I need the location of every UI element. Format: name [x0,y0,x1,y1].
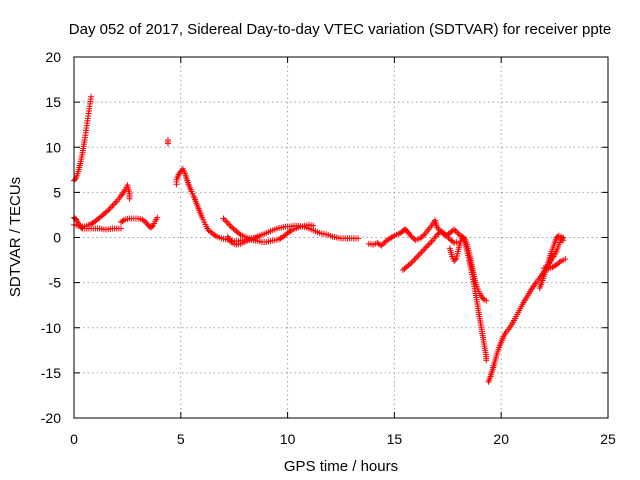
data-point [562,256,569,263]
data-point [483,357,490,364]
series-end-b [540,256,569,273]
series-mid-b [220,215,317,246]
data-point [556,259,563,266]
data-point [258,231,265,238]
y-tick-label: -20 [41,410,61,426]
x-axis-label: GPS time / hours [284,458,398,475]
data-point [287,228,294,235]
series-end-a [536,232,567,292]
data-point [227,238,234,245]
y-tick-label: 0 [53,230,61,246]
plot-frame [73,56,609,419]
data-point [253,234,260,241]
series-late-b [399,228,460,273]
data-point [88,93,95,100]
x-tick-label: 20 [493,431,509,447]
x-tick-label: 25 [600,431,616,447]
series-early-small [117,214,161,231]
x-tick-label: 0 [70,431,78,447]
y-tick-label: 10 [45,139,61,155]
series-early-ramp [71,182,133,230]
data-point [441,230,448,237]
chart-title: Day 052 of 2017, Sidereal Day-to-day VTE… [69,21,611,38]
y-tick-label: -10 [41,320,61,336]
data-point [126,195,133,202]
data-point [452,256,459,263]
x-tick-label: 5 [177,431,185,447]
data-point [164,140,171,147]
data-point [377,241,384,248]
y-tick-label: 5 [53,184,61,200]
series-late-a [365,217,490,364]
data-point [460,234,467,241]
data-point [355,235,362,242]
data-point [236,230,243,237]
series-mid-c [224,231,265,248]
data-point [453,239,460,246]
data-point [483,297,490,304]
data-point [117,225,124,232]
y-tick-label: 20 [45,49,61,65]
data-point [148,223,155,230]
data-point [212,232,219,239]
data-point [407,260,414,267]
series-early-low [71,214,124,233]
data-point [480,295,487,302]
x-tick-label: 10 [280,431,296,447]
data-point [154,214,161,221]
tick-labels: 0 5 10 15 20 25 -20 -15 -10 -5 0 5 10 15 20 [41,49,616,447]
series-outlier [164,137,171,147]
data-point [419,232,426,239]
data-point [78,224,85,231]
data-point [72,176,79,183]
data-point [560,237,567,244]
y-tick-label: 15 [45,94,61,110]
data-point [103,208,110,215]
y-axis-label: SDTVAR / TECUs [7,177,24,297]
series-late-c [446,233,490,304]
y-tick-label: -15 [41,365,61,381]
data-point [120,217,127,224]
data-point [389,233,396,240]
x-tick-label: 15 [387,431,403,447]
data-points [71,93,569,385]
y-tick-label: -5 [49,275,62,291]
data-point [310,222,317,229]
